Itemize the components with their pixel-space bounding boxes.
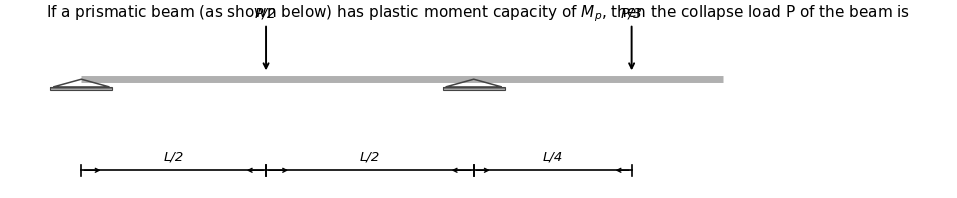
Bar	[443, 87, 504, 90]
Text: P/3: P/3	[621, 7, 642, 21]
Bar	[51, 87, 112, 90]
Text: P/2: P/2	[256, 7, 277, 21]
Text: L/4: L/4	[543, 150, 563, 163]
Text: L/2: L/2	[164, 150, 184, 163]
Text: If a prismatic beam (as shown below) has plastic moment capacity of $M_p$, then : If a prismatic beam (as shown below) has…	[46, 3, 911, 24]
Text: L/2: L/2	[360, 150, 380, 163]
